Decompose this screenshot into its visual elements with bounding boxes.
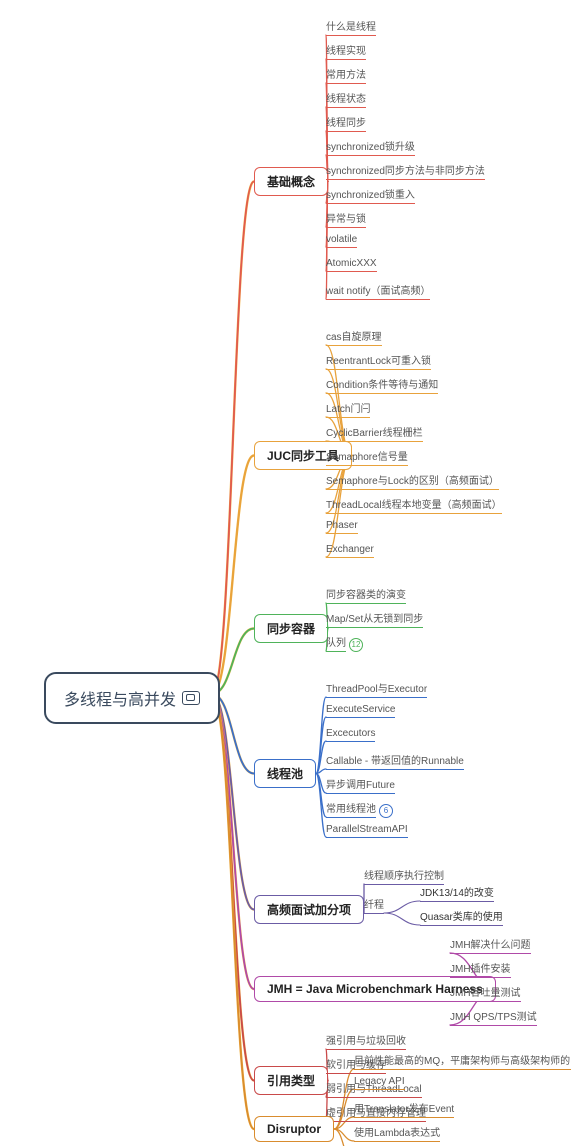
leaf-node: Condition条件等待与通知	[326, 376, 438, 394]
leaf-node: JMH插件安装	[450, 960, 511, 978]
leaf-node: 常用线程池	[326, 800, 376, 818]
leaf-node: cas自旋原理	[326, 328, 382, 346]
leaf-node: 使用Lambda表达式	[354, 1124, 440, 1142]
leaf-node: 用Translator发布Event	[354, 1100, 454, 1118]
leaf-node: AtomicXXX	[326, 258, 377, 272]
leaf-node: Excecutors	[326, 728, 375, 742]
leaf-node: 同步容器类的演变	[326, 586, 406, 604]
leaf-node: JMH解决什么问题	[450, 936, 531, 954]
leaf-node: 异步调用Future	[326, 776, 395, 794]
branch-b4: 高频面试加分项	[254, 895, 364, 924]
leaf-node: 强引用与垃圾回收	[326, 1032, 406, 1050]
leaf-node: 线程同步	[326, 114, 366, 132]
branch-b3: 线程池	[254, 759, 316, 788]
mindmap-canvas: 多线程与高并发 基础概念 什么是线程线程实现常用方法线程状态线程同步 synchro…	[0, 0, 571, 1146]
leaf-node: Latch门闩	[326, 400, 370, 418]
leaf-node: JMH吞吐量测试	[450, 984, 521, 1002]
leaf-node: 什么是线程	[326, 18, 376, 36]
branch-b6: 引用类型	[254, 1066, 328, 1095]
leaf-node: 线程顺序执行控制	[364, 867, 444, 885]
leaf-node: ParallelStreamAPI	[326, 824, 408, 838]
branch-b7: Disruptor	[254, 1116, 334, 1142]
leaf-node: synchronized同步方法与非同步方法	[326, 162, 485, 180]
leaf-node: Semaphore信号量	[326, 448, 408, 466]
leaf-node: Exchanger	[326, 544, 374, 558]
leaf-node: volatile	[326, 234, 357, 248]
leaf-node: 队列	[326, 634, 346, 652]
leaf-node: 纤程	[364, 896, 384, 914]
leaf-node: JMH QPS/TPS测试	[450, 1008, 537, 1026]
branch-b0: 基础概念	[254, 167, 328, 196]
count-badge: 12	[349, 638, 363, 652]
leaf-node: 常用方法	[326, 66, 366, 84]
leaf-node: Phaser	[326, 520, 358, 534]
branch-b2: 同步容器	[254, 614, 328, 643]
leaf-node: CyclicBarrier线程栅栏	[326, 424, 423, 442]
link-icon	[182, 691, 200, 705]
leaf-node: Callable - 带返回值的Runnable	[326, 752, 464, 770]
leaf-node: 异常与锁	[326, 210, 366, 228]
leaf-node: ThreadPool与Executor	[326, 680, 427, 698]
leaf-node: Semaphore与Lock的区别（高频面试）	[326, 472, 499, 490]
leaf-node: synchronized锁重入	[326, 186, 415, 204]
root-node: 多线程与高并发	[44, 672, 220, 724]
sub-leaf: Quasar类库的使用	[420, 908, 503, 926]
leaf-node: ThreadLocal线程本地变量（高频面试）	[326, 496, 502, 514]
leaf-node: ReentrantLock可重入锁	[326, 352, 431, 370]
root-label: 多线程与高并发	[64, 686, 176, 710]
leaf-node: ExecuteService	[326, 704, 395, 718]
leaf-node: 线程状态	[326, 90, 366, 108]
leaf-node: Legacy API	[354, 1076, 405, 1090]
count-badge: 6	[379, 804, 393, 818]
leaf-node: Map/Set从无锁到同步	[326, 610, 423, 628]
leaf-node: synchronized锁升级	[326, 138, 415, 156]
leaf-node: 线程实现	[326, 42, 366, 60]
leaf-node: 目前性能最高的MQ，平庸架构师与高级架构师的区分	[354, 1052, 571, 1070]
sub-leaf: JDK13/14的改变	[420, 884, 494, 902]
leaf-node: wait notify（面试高频）	[326, 282, 430, 300]
